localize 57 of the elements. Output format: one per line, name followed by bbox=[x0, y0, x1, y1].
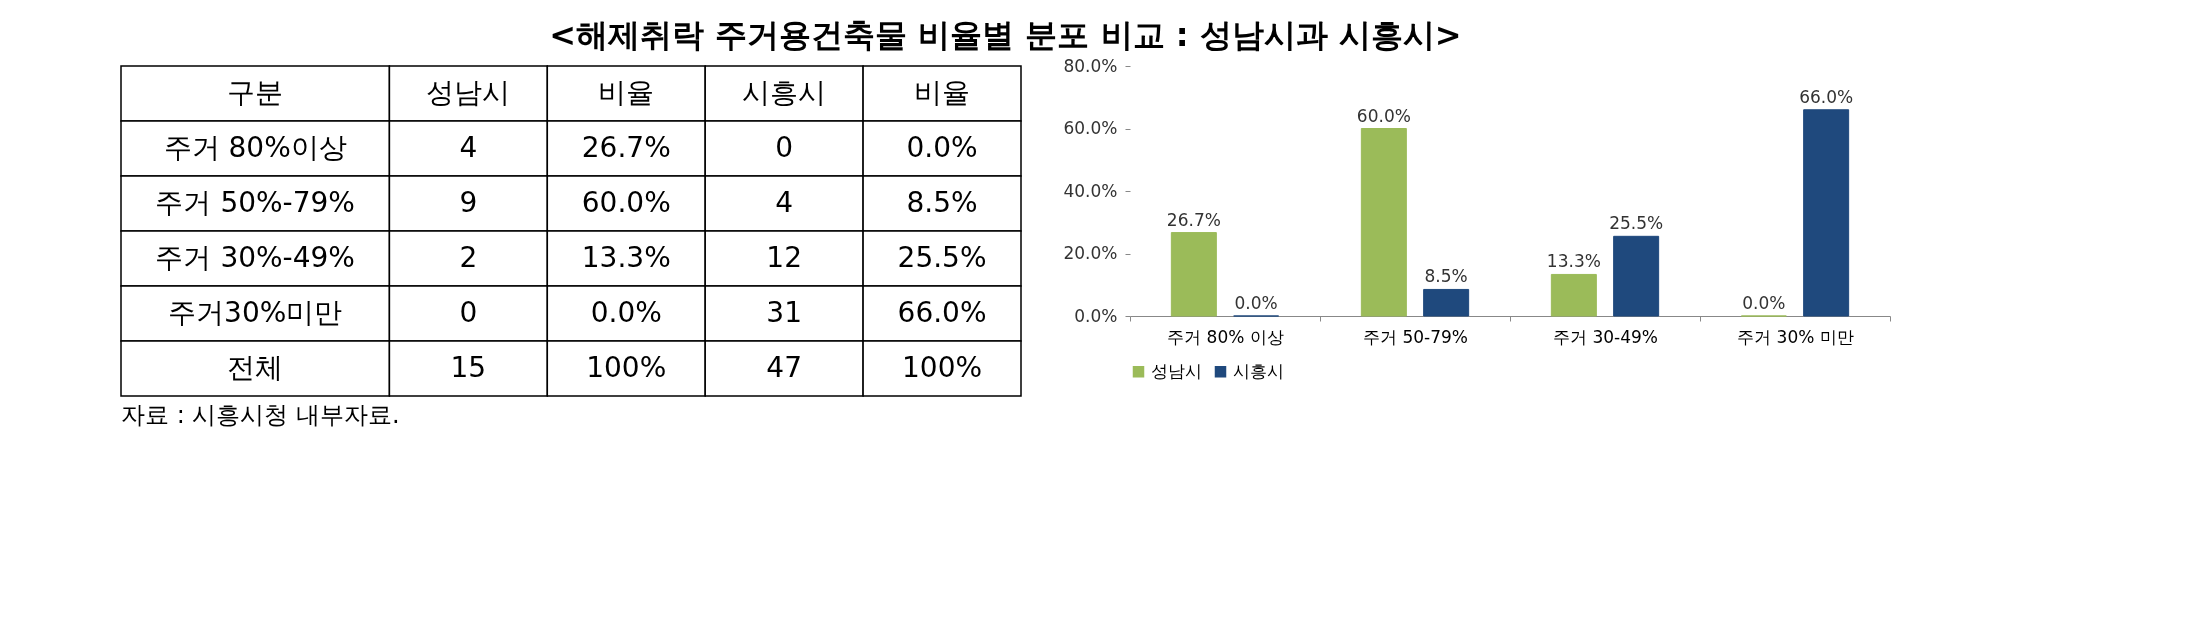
y-tick-label: 0.0% bbox=[1074, 305, 1118, 326]
text: 주거 80%이상 bbox=[163, 130, 347, 164]
text: 47 bbox=[766, 350, 802, 384]
data-label: 26.7% bbox=[1166, 209, 1221, 230]
legend-label: 시흥시 bbox=[1233, 360, 1284, 381]
text: 전체 bbox=[227, 350, 284, 384]
bar bbox=[1360, 128, 1407, 317]
data-label: 13.3% bbox=[1546, 251, 1601, 272]
data-label: 60.0% bbox=[1356, 105, 1411, 126]
text: 8.5% bbox=[906, 185, 978, 219]
y-tick-label: 20.0% bbox=[1063, 243, 1118, 263]
text: 2 bbox=[459, 240, 478, 274]
x-tick-label: 주거 30% 미만 bbox=[1737, 326, 1854, 347]
text: 15 bbox=[450, 350, 487, 384]
text: 100% bbox=[586, 350, 667, 384]
text: 0 bbox=[775, 130, 794, 164]
bar bbox=[1613, 235, 1660, 317]
bar bbox=[1170, 232, 1217, 317]
text: 주거30%미만 bbox=[168, 295, 343, 329]
bar bbox=[1423, 288, 1470, 317]
text: 4 bbox=[459, 130, 478, 164]
x-tick-label: 주거 30-49% bbox=[1553, 326, 1658, 347]
text: 주거 30%-49% bbox=[155, 240, 355, 274]
text: <해제취락 주거용건축물 비율별 분포 비교 : 성남시과 시흥시> bbox=[549, 16, 1462, 54]
text: 4 bbox=[775, 185, 794, 219]
text: 100% bbox=[902, 350, 983, 384]
text: 13.3% bbox=[581, 240, 671, 274]
text: 0 bbox=[459, 295, 478, 329]
y-tick-label: 60.0% bbox=[1063, 118, 1118, 138]
text: 0.0% bbox=[906, 130, 978, 164]
text: 9 bbox=[459, 185, 478, 219]
bar bbox=[1803, 109, 1850, 317]
text: 66.0% bbox=[897, 295, 987, 329]
y-tick-label: 40.0% bbox=[1063, 180, 1118, 201]
x-tick-label: 주거 50-79% bbox=[1363, 326, 1468, 347]
data-label: 0.0% bbox=[1742, 293, 1786, 313]
text: 31 bbox=[766, 295, 802, 329]
text: 26.7% bbox=[581, 130, 671, 164]
category-label: 구분 bbox=[227, 75, 284, 109]
x-tick-label: 주거 80% 이상 bbox=[1167, 326, 1284, 347]
data-label: 8.5% bbox=[1424, 266, 1468, 287]
text: 0.0% bbox=[590, 295, 662, 329]
data-label: 25.5% bbox=[1609, 213, 1664, 234]
text: 자료 : 시흥시청 내부자료. bbox=[121, 401, 400, 429]
text: 60.0% bbox=[581, 185, 671, 219]
category-label: 시흥시 bbox=[742, 75, 827, 109]
category-label: 비율 bbox=[914, 75, 971, 109]
data-label: 0.0% bbox=[1234, 293, 1278, 313]
data-label: 66.0% bbox=[1799, 86, 1854, 107]
text: 25.5% bbox=[897, 240, 987, 274]
legend-label: 성남시 bbox=[1151, 360, 1202, 381]
text: 주거 50%-79% bbox=[155, 185, 355, 219]
category-label: 성남시 bbox=[426, 75, 511, 109]
text: 12 bbox=[766, 240, 802, 274]
bar bbox=[1550, 273, 1597, 317]
y-tick-label: 80.0% bbox=[1063, 55, 1118, 76]
category-label: 비율 bbox=[598, 75, 655, 109]
